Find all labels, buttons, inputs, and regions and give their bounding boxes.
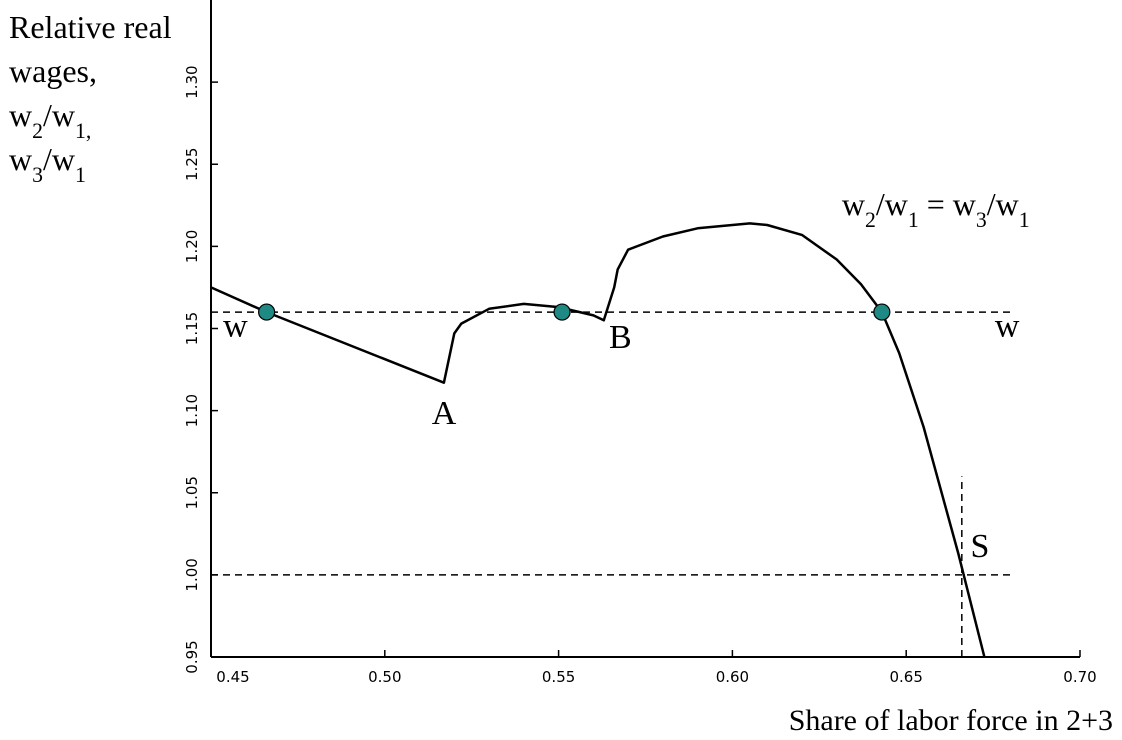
- y-axis-label-math: w2/w1,: [9, 97, 91, 143]
- y-tick-label: 1.25: [183, 148, 201, 181]
- x-tick-label: 0.70: [1063, 668, 1096, 686]
- annotation-w: w: [223, 308, 248, 345]
- y-axis-label: Relative real wages, w2/w1,w3/w1: [9, 9, 172, 187]
- y-tick-label: 1.15: [183, 312, 201, 345]
- curve-label: w2/w1 = w3/w1: [842, 186, 1030, 232]
- x-tick-label: 0.45: [216, 668, 249, 686]
- y-tick-label: 1.00: [183, 558, 201, 591]
- x-tick-label: 0.60: [716, 668, 749, 686]
- x-axis-label: Share of labor force in 2+3: [789, 704, 1113, 737]
- x-tick-label: 0.65: [889, 668, 922, 686]
- y-axis-label-line: Relative real: [9, 9, 172, 45]
- y-tick-label: 1.10: [183, 394, 201, 427]
- y-tick-label: 0.95: [183, 640, 201, 673]
- wage-curve: [210, 222, 986, 658]
- y-tick-label: 1.30: [183, 65, 201, 98]
- y-tick-label: 1.05: [183, 476, 201, 509]
- x-tick-label: 0.55: [542, 668, 575, 686]
- y-tick-label: 1.20: [183, 230, 201, 263]
- annotation-A: A: [432, 395, 457, 432]
- equilibrium-point: [553, 303, 571, 321]
- annotation-w: w: [995, 308, 1020, 345]
- y-axis-label-math: w3/w1: [9, 141, 86, 187]
- annotation-S: S: [971, 528, 990, 565]
- y-axis-label-line: wages,: [9, 53, 97, 89]
- equilibrium-point: [873, 303, 891, 321]
- annotation-B: B: [609, 319, 632, 356]
- equilibrium-point: [258, 303, 276, 321]
- x-tick-label: 0.50: [368, 668, 401, 686]
